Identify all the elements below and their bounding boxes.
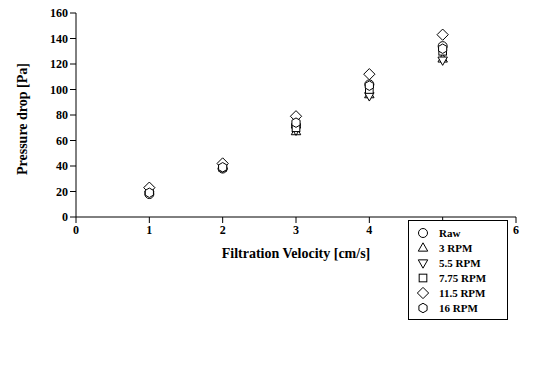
svg-text:20: 20 <box>56 185 68 199</box>
svg-text:160: 160 <box>50 8 68 20</box>
svg-text:100: 100 <box>50 83 68 97</box>
svg-text:Pressure drop [Pa]: Pressure drop [Pa] <box>15 63 30 175</box>
svg-text:4: 4 <box>366 223 372 237</box>
svg-text:40: 40 <box>56 159 68 173</box>
svg-text:2: 2 <box>220 223 226 237</box>
svg-text:140: 140 <box>50 32 68 46</box>
svg-text:1: 1 <box>146 223 152 237</box>
svg-text:80: 80 <box>56 108 68 122</box>
svg-text:3: 3 <box>293 223 299 237</box>
svg-text:0: 0 <box>73 223 79 237</box>
svg-text:Filtration Velocity [cm/s]: Filtration Velocity [cm/s] <box>222 246 371 261</box>
svg-text:6: 6 <box>513 223 519 237</box>
svg-text:60: 60 <box>56 134 68 148</box>
svg-text:120: 120 <box>50 57 68 71</box>
svg-text:0: 0 <box>62 210 68 224</box>
svg-text:5: 5 <box>440 223 446 237</box>
